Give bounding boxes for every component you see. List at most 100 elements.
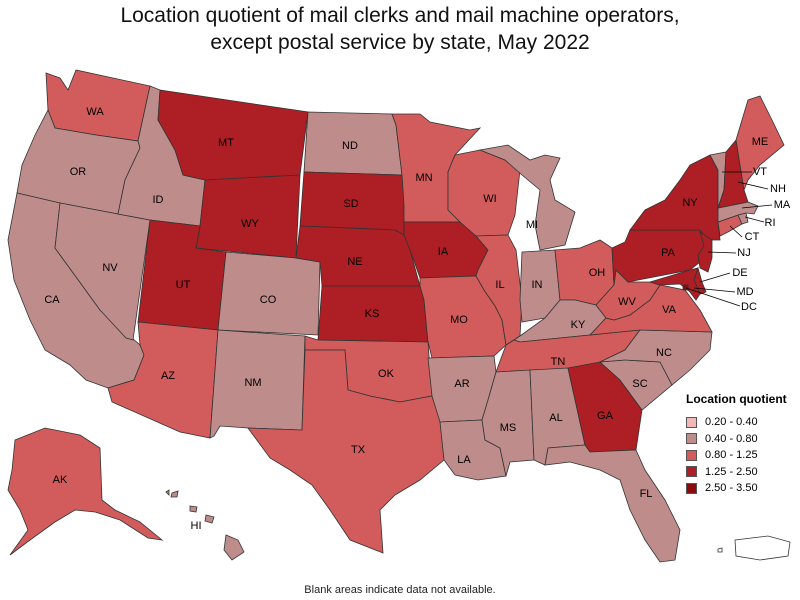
- state-TX[interactable]: [247, 349, 445, 554]
- state-label-PA: PA: [661, 247, 676, 259]
- state-label-NC: NC: [656, 347, 672, 359]
- state-AK[interactable]: [7, 427, 164, 556]
- state-label-MS: MS: [500, 422, 517, 434]
- state-label-OK: OK: [378, 368, 395, 380]
- state-label-WI: WI: [483, 193, 496, 205]
- state-label-WV: WV: [618, 296, 636, 308]
- state-PR[interactable]: [734, 535, 791, 561]
- state-label-AK: AK: [53, 474, 68, 486]
- state-NJ[interactable]: [697, 231, 713, 273]
- state-WY[interactable]: [195, 174, 301, 259]
- leader-dc: [685, 287, 741, 307]
- legend-swatch: [686, 433, 697, 445]
- state-label-WY: WY: [241, 218, 259, 230]
- legend-item: 0.80 - 1.25: [686, 447, 798, 464]
- state-label-MD: MD: [736, 286, 753, 298]
- state-label-VT: VT: [753, 166, 767, 178]
- state-label-CO: CO: [260, 294, 277, 306]
- state-label-WA: WA: [86, 106, 104, 118]
- legend-items: 0.20 - 0.40 0.40 - 0.80 0.80 - 1.25 1.25 - …: [686, 414, 798, 497]
- title-line-2: except postal service by state, May 2022: [210, 31, 590, 54]
- state-label-FL: FL: [640, 488, 653, 500]
- legend-swatch: [686, 449, 697, 461]
- leader-nh: [737, 181, 769, 190]
- state-labels: WA OR CA NV ID MT WY UT AZ CO NM ND SD NE KS OK TX MN IA MO…: [44, 106, 791, 532]
- state-label-IN: IN: [532, 279, 543, 291]
- state-label-VA: VA: [662, 304, 677, 316]
- legend-swatch: [686, 466, 697, 478]
- legend-item: 0.20 - 0.40: [686, 414, 798, 431]
- state-label-GA: GA: [597, 410, 614, 422]
- state-MT[interactable]: [157, 89, 309, 181]
- state-label-ME: ME: [752, 136, 769, 148]
- state-label-AL: AL: [549, 412, 562, 424]
- legend-item: 0.40 - 0.80: [686, 431, 798, 448]
- leader-md: [693, 287, 736, 293]
- legend-label: 1.25 - 2.50: [705, 465, 758, 478]
- state-label-DE: DE: [732, 267, 747, 279]
- footer-note: Blank areas indicate data not available.: [304, 584, 496, 596]
- state-label-AR: AR: [454, 378, 469, 390]
- state-label-NE: NE: [347, 256, 362, 268]
- state-label-AZ: AZ: [161, 370, 175, 382]
- state-label-MO: MO: [450, 314, 468, 326]
- state-label-NH: NH: [770, 183, 786, 195]
- state-label-UT: UT: [176, 279, 191, 291]
- state-label-SC: SC: [632, 378, 647, 390]
- state-label-KS: KS: [365, 308, 380, 320]
- pr-islet: [717, 547, 723, 553]
- state-label-RI: RI: [765, 217, 776, 229]
- state-label-MI: MI: [526, 219, 538, 231]
- state-label-MN: MN: [415, 172, 432, 184]
- state-HI[interactable]: [165, 489, 245, 561]
- state-label-SD: SD: [343, 198, 358, 210]
- state-label-ND: ND: [342, 140, 358, 152]
- state-label-DC: DC: [741, 301, 757, 313]
- legend-label: 0.20 - 0.40: [705, 416, 758, 429]
- state-ME[interactable]: [735, 95, 785, 192]
- legend-item: 2.50 - 3.50: [686, 480, 798, 497]
- leader-de: [699, 272, 731, 283]
- state-MI[interactable]: [478, 144, 576, 251]
- legend-label: 0.80 - 1.25: [705, 449, 758, 462]
- legend-title: Location quotient: [686, 392, 787, 406]
- state-NM[interactable]: [209, 329, 306, 439]
- legend-label: 2.50 - 3.50: [705, 482, 758, 495]
- state-label-NY: NY: [682, 197, 698, 209]
- state-label-CA: CA: [44, 294, 60, 306]
- state-label-KY: KY: [571, 319, 586, 331]
- state-label-ID: ID: [153, 194, 164, 206]
- state-label-IL: IL: [495, 279, 504, 291]
- leader-ma: [741, 204, 773, 209]
- state-label-MA: MA: [774, 199, 791, 211]
- map-title: Location quotient of mail clerks and mai…: [0, 2, 800, 56]
- legend-swatch: [686, 482, 697, 494]
- state-NY[interactable]: [629, 154, 721, 241]
- state-label-NV: NV: [102, 262, 118, 274]
- leader-ct: [729, 225, 743, 238]
- state-CO[interactable]: [217, 251, 321, 336]
- legend-swatch: [686, 416, 697, 428]
- state-label-NM: NM: [244, 377, 261, 389]
- legend-item: 1.25 - 2.50: [686, 464, 798, 481]
- state-label-OH: OH: [589, 267, 606, 279]
- state-NC[interactable]: [599, 329, 713, 386]
- state-label-CT: CT: [745, 231, 760, 243]
- state-FL[interactable]: [544, 444, 681, 563]
- state-DC[interactable]: [682, 284, 689, 291]
- title-line-1: Location quotient of mail clerks and mai…: [120, 4, 680, 27]
- state-label-TN: TN: [551, 356, 566, 368]
- state-label-HI: HI: [191, 520, 202, 532]
- state-label-NJ: NJ: [737, 247, 750, 259]
- legend: Location quotient 0.20 - 0.40 0.40 - 0.80…: [686, 392, 798, 497]
- leader-ri: [744, 216, 765, 223]
- state-label-OR: OR: [70, 166, 87, 178]
- leader-nj: [707, 251, 737, 254]
- state-label-MT: MT: [218, 137, 234, 149]
- state-MD[interactable]: [648, 267, 701, 301]
- state-IL[interactable]: [475, 234, 523, 346]
- legend-label: 0.40 - 0.80: [705, 432, 758, 445]
- state-label-IA: IA: [438, 246, 449, 258]
- state-label-LA: LA: [457, 454, 471, 466]
